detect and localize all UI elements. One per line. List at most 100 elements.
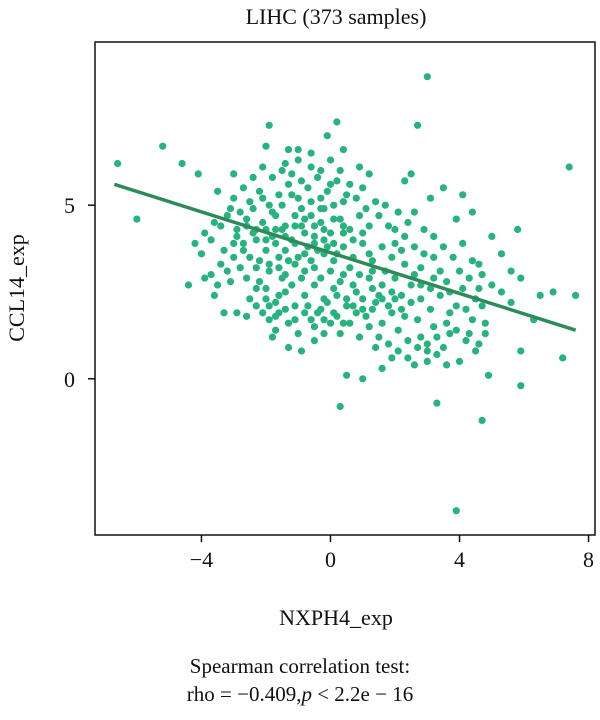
data-point	[330, 284, 338, 293]
data-point	[433, 333, 441, 341]
data-point	[536, 291, 544, 299]
data-point	[391, 239, 399, 247]
data-point	[365, 274, 373, 282]
data-point	[372, 198, 380, 206]
data-point	[297, 222, 306, 230]
data-point	[420, 225, 428, 234]
data-point	[388, 354, 396, 362]
data-point	[384, 302, 393, 310]
data-point	[255, 257, 264, 265]
data-point	[401, 260, 409, 268]
data-point	[368, 267, 376, 275]
data-point	[288, 191, 296, 199]
data-point	[288, 170, 296, 178]
data-point	[233, 232, 241, 240]
data-point	[268, 208, 276, 216]
data-point	[426, 305, 435, 313]
data-point	[291, 302, 299, 310]
data-point	[236, 208, 244, 216]
data-point	[281, 288, 289, 296]
data-point	[397, 246, 406, 254]
data-point	[475, 260, 483, 268]
data-point	[436, 267, 444, 275]
data-point	[310, 337, 318, 345]
data-point	[346, 319, 354, 327]
data-point	[249, 205, 257, 213]
data-point	[507, 267, 515, 275]
data-point	[355, 271, 364, 279]
data-point	[384, 340, 393, 348]
data-point	[343, 371, 351, 379]
data-point	[372, 298, 380, 306]
data-point	[239, 246, 247, 254]
data-point	[314, 309, 322, 317]
data-point	[462, 305, 470, 313]
data-point	[414, 343, 422, 352]
data-point	[420, 250, 428, 258]
data-point	[439, 184, 447, 192]
data-point	[307, 163, 315, 171]
data-point	[478, 302, 486, 310]
x-tick-label: −4	[190, 547, 213, 572]
data-point	[339, 243, 347, 251]
data-point	[423, 73, 431, 81]
data-point	[210, 218, 218, 227]
data-point	[114, 159, 122, 168]
data-point	[310, 222, 318, 230]
data-point	[407, 170, 415, 178]
data-point	[468, 257, 476, 265]
data-point	[559, 354, 567, 362]
data-point	[407, 298, 415, 306]
data-point	[455, 267, 464, 275]
data-point	[291, 316, 299, 324]
y-tick-label: 0	[64, 367, 75, 392]
data-point	[307, 212, 315, 220]
data-point	[259, 218, 267, 227]
data-point	[365, 323, 373, 331]
data-point	[349, 281, 357, 289]
data-point	[239, 184, 247, 192]
data-point	[178, 159, 186, 168]
data-point	[230, 194, 238, 202]
data-point	[352, 194, 360, 202]
data-point	[262, 236, 270, 244]
data-point	[459, 191, 467, 199]
y-axis: 05	[64, 193, 95, 392]
data-point	[372, 343, 380, 352]
data-point	[262, 295, 270, 303]
data-point	[355, 212, 364, 220]
data-point	[352, 288, 360, 296]
data-point	[310, 323, 318, 331]
data-point	[326, 319, 335, 327]
data-point	[378, 364, 386, 372]
data-point	[507, 298, 515, 306]
data-point	[272, 326, 280, 334]
data-point	[336, 215, 344, 223]
data-point	[259, 163, 267, 171]
data-point	[443, 278, 451, 286]
data-point	[330, 257, 338, 265]
data-point	[333, 291, 341, 299]
footer-p-value: < 2.2e − 16	[311, 682, 414, 706]
data-point	[339, 146, 347, 154]
data-point	[401, 232, 409, 240]
data-point	[346, 225, 354, 234]
data-point	[465, 274, 473, 282]
data-point	[488, 232, 496, 240]
data-point	[339, 222, 347, 230]
data-point	[375, 212, 383, 220]
data-point	[243, 274, 251, 282]
data-point	[443, 361, 451, 369]
data-point	[226, 278, 235, 286]
data-point	[262, 284, 270, 293]
data-point	[333, 118, 341, 126]
data-points	[114, 73, 580, 515]
data-point	[517, 274, 525, 282]
data-point	[320, 236, 328, 244]
data-point	[343, 302, 351, 310]
data-point	[349, 302, 357, 310]
data-point	[394, 326, 402, 334]
data-point	[326, 267, 335, 275]
data-point	[459, 239, 467, 247]
data-point	[310, 281, 318, 289]
